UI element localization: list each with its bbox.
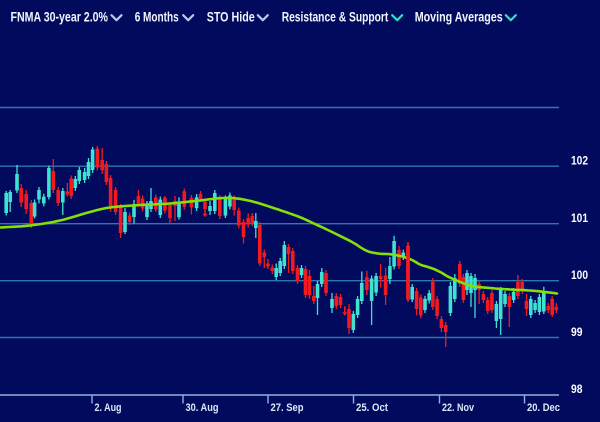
svg-text:27. Sep: 27. Sep — [271, 402, 304, 414]
svg-text:STO Hide: STO Hide — [207, 10, 255, 25]
svg-text:99: 99 — [571, 325, 583, 339]
svg-text:25. Oct: 25. Oct — [356, 402, 388, 414]
svg-text:30. Aug: 30. Aug — [186, 402, 219, 414]
svg-text:FNMA 30-year 2.0%: FNMA 30-year 2.0% — [11, 10, 109, 25]
svg-text:101: 101 — [571, 211, 588, 225]
svg-text:Resistance & Support: Resistance & Support — [282, 10, 389, 25]
svg-text:102: 102 — [571, 154, 588, 168]
svg-text:98: 98 — [571, 382, 583, 396]
svg-text:Moving Averages: Moving Averages — [415, 10, 503, 25]
svg-text:22. Nov: 22. Nov — [442, 402, 475, 414]
svg-text:100: 100 — [571, 268, 588, 282]
svg-text:20. Dec: 20. Dec — [527, 402, 560, 414]
svg-text:6 Months: 6 Months — [135, 10, 179, 25]
svg-text:2. Aug: 2. Aug — [95, 402, 122, 414]
